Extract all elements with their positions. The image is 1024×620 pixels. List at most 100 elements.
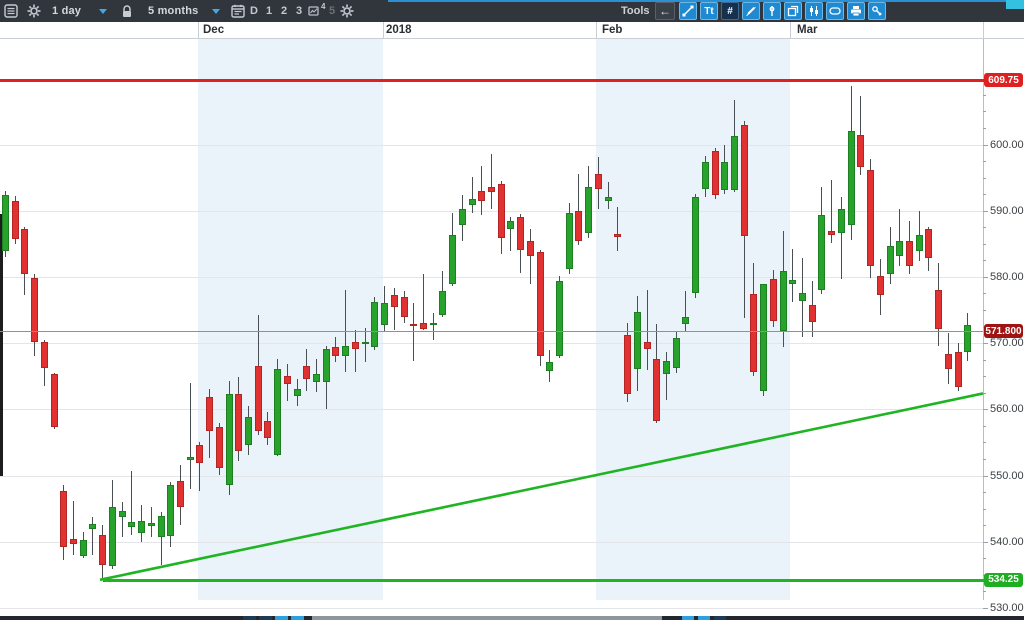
hscrollbar-thumb[interactable] [312,616,662,620]
candle-body [575,211,583,242]
candle-body [769,278,777,321]
month-band [198,39,383,600]
resistance-line[interactable] [0,79,1008,82]
axis-tick [983,458,986,460]
gridline [0,144,983,146]
candle-body [235,394,243,452]
candle-body [731,135,738,191]
candle-body [245,416,252,446]
candle-wick [189,382,191,489]
candle-body [837,208,845,234]
price-axis-label: 540.00 [990,535,1024,548]
candle-body [867,170,875,266]
calendar-icon[interactable] [231,0,245,22]
bottom-icon-1[interactable] [243,616,256,620]
range-dropdown-value[interactable]: 5 months [148,5,199,17]
period-chevron-down-icon[interactable] [99,0,107,22]
layout-1-button[interactable]: 1 [265,5,273,17]
candle-wick [899,208,901,266]
axis-tick [983,492,986,494]
collapse-tools-button[interactable]: ← [655,2,675,20]
axis-tick [983,425,986,427]
candle-body [789,279,797,284]
bottom-icon-2[interactable] [259,616,272,620]
candle-body [89,523,97,530]
bottom-icon-5[interactable] [682,616,694,620]
gridline [0,607,983,609]
candle-wick [432,313,434,340]
print-tool-button[interactable] [847,2,865,20]
period-dropdown-value[interactable]: 1 day [52,5,82,17]
candle-body [215,426,223,468]
draw-tool-button[interactable] [742,2,760,20]
layout-3-button[interactable]: 3 [295,5,303,17]
chart-type-tool-button[interactable] [805,2,823,20]
layout-5-button[interactable]: 5 [328,5,336,17]
layout-daily-button[interactable]: D [250,5,258,17]
month-label: Mar [797,24,818,36]
bottom-toolbar [0,616,1024,620]
candle-body [497,184,505,238]
candle-body [458,209,466,225]
candle-body [546,362,554,371]
chart-frame-4-icon[interactable]: 4 [308,0,326,22]
axis-tick [983,359,986,361]
axis-tick [983,541,988,543]
axis-tick [983,343,988,345]
shape-tool-button[interactable] [826,2,844,20]
axis-tick [983,260,986,262]
watchlist-icon[interactable] [4,0,18,22]
price-marker-tool-button[interactable] [763,2,781,20]
bottom-icon-3[interactable] [275,616,288,620]
gridline [0,210,983,212]
crosshair-tool-button[interactable]: # [721,2,739,20]
resistance-price-badge: 609.75 [984,73,1023,87]
candle-body [614,233,622,237]
price-axis-label: 600.00 [990,138,1024,151]
axis-tick [983,558,986,560]
chart-frame-4-sup: 4 [321,1,326,11]
layout-2-button[interactable]: 2 [280,5,288,17]
gear-icon[interactable] [27,0,41,22]
trendline-tool-button[interactable] [679,2,697,20]
candle-body [556,280,564,356]
axis-tick [983,310,986,312]
candle-body [828,231,836,235]
candle-wick [529,229,531,284]
axis-tick [983,293,986,295]
lock-icon[interactable] [121,0,133,22]
axis-tick [983,409,988,411]
windows-tool-button[interactable] [784,2,802,20]
axis-tick [983,227,986,229]
axis-tick [983,591,986,593]
candle-body [303,366,311,379]
bottom-icon-7[interactable] [714,616,726,620]
axis-tick [983,111,986,113]
axis-tick [983,161,986,163]
key-settings-tool-button[interactable] [868,2,886,20]
axis-tick [983,475,988,477]
candle-body [50,374,58,427]
candle-body [21,229,29,274]
candle-body [254,366,262,431]
candle-body [478,190,486,202]
candle-body [186,457,194,461]
candle-body [176,480,184,508]
price-axis-label: 550.00 [990,469,1024,482]
candle-body [565,213,573,269]
candle-body [322,349,330,383]
candle-body [954,351,962,388]
candle-wick [646,290,648,370]
partial-candle [0,214,3,476]
candle-body [283,375,291,384]
bottom-icon-6[interactable] [698,616,710,620]
range-chevron-down-icon[interactable] [212,0,220,22]
candle-body [750,294,758,373]
chart-area[interactable]: Dec 2018 Feb Mar 600.00 590.00 580.00 570.00 56… [0,22,1024,616]
bottom-icon-4[interactable] [291,616,304,620]
trendline[interactable] [0,22,1024,616]
text-tool-button[interactable]: Tt [700,2,718,20]
gear2-icon[interactable] [340,0,354,22]
support-line[interactable] [103,578,1008,582]
candle-wick [840,196,842,279]
